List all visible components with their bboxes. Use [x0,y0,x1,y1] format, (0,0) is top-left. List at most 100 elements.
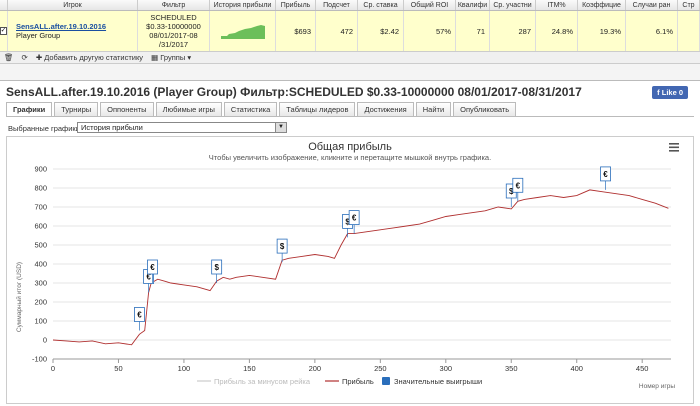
tab-divider [6,116,694,117]
legend-profit[interactable]: Прибыль [342,377,374,386]
legend-rake[interactable]: Прибыль за минусом рейка [214,377,311,386]
header-count[interactable]: Подсчет [316,0,358,10]
x-tick-label: 350 [505,364,518,373]
significant-win-symbol: € [516,181,521,190]
player-cell: SensALL.after.19.10.2016 Player Group [8,11,138,51]
x-tick-label: 150 [243,364,256,373]
x-tick-label: 250 [374,364,387,373]
significant-win-symbol: $ [345,217,350,226]
header-profit-history[interactable]: История прибыли [210,0,276,10]
filter-line: $0.33-10000000 [146,22,201,31]
chart-container[interactable]: Общая прибыль Чтобы увеличить изображени… [6,136,694,404]
header-profit[interactable]: Прибыль [276,0,316,10]
significant-win-marker[interactable]: $ [211,259,223,283]
significant-win-marker[interactable]: € [600,166,611,190]
significant-win-symbol: € [137,311,142,320]
header-cases[interactable]: Случаи ран [626,0,678,10]
refresh-icon[interactable]: ⟳ [21,53,28,62]
tab-leaderboards[interactable]: Таблицы лидеров [279,102,356,116]
tab-statistics[interactable]: Статистика [223,102,278,116]
x-tick-label: 400 [570,364,583,373]
header-avg-stake[interactable]: Ср. ставка [358,0,404,10]
x-tick-label: 50 [114,364,122,373]
y-tick-label: 100 [34,317,47,326]
significant-win-box [276,238,288,254]
y-tick-label: 200 [34,298,47,307]
tab-find[interactable]: Найти [415,102,452,116]
tab-publish[interactable]: Опубликовать [453,102,517,116]
header-itm[interactable]: ITM% [536,0,578,10]
like-label: Like 0 [661,88,683,97]
groups-label: Группы [160,53,186,62]
table-row[interactable]: ✓ SensALL.after.19.10.2016 Player Group … [0,11,700,52]
significant-win-box [211,259,223,275]
header-avg-entrants[interactable]: Ср. участни [490,0,536,10]
y-tick-label: 600 [34,222,47,231]
tab-graphs[interactable]: Графики [6,102,53,116]
row-checkbox-cell: ✓ [0,11,8,51]
facebook-like-button[interactable]: f Like 0 [652,86,688,99]
header-str[interactable]: Стр [678,0,700,10]
chevron-down-icon[interactable]: ▼ [275,123,286,132]
tab-tournaments[interactable]: Турниры [54,102,99,116]
y-tick-label: 800 [34,184,47,193]
significant-win-marker[interactable]: € [348,210,360,234]
delete-icon[interactable]: 🗑 [4,53,14,62]
player-name-link[interactable]: SensALL.after.19.10.2016 [16,22,107,31]
header-player[interactable]: Игрок [8,0,138,10]
x-tick-label: 200 [309,364,322,373]
x-tick-label: 300 [440,364,453,373]
significant-win-symbol: € [150,263,155,272]
y-tick-label: -100 [32,355,47,364]
tab-favorite-games[interactable]: Любимые игры [155,102,222,116]
row-checkbox[interactable]: ✓ [0,27,7,35]
x-tick-label: 0 [51,364,55,373]
tab-achievements[interactable]: Достижения [357,102,414,116]
y-tick-label: 900 [34,165,47,174]
significant-win-marker[interactable]: € [512,177,524,202]
tab-opponents[interactable]: Оппоненты [100,102,154,116]
significant-win-marker[interactable]: € [147,259,158,283]
significant-win-symbol: $ [509,187,514,196]
separator-band [0,64,700,80]
profit-series-line[interactable] [52,189,669,346]
profit-chart[interactable]: Общая прибыль Чтобы увеличить изображени… [7,137,693,403]
significant-win-symbol: € [352,214,357,223]
header-roi[interactable]: Общий ROI [404,0,456,10]
player-group-label: Player Group [16,31,61,40]
legend-wins[interactable]: Значительные выигрыши [394,377,482,386]
profit-value: $693 [276,11,316,51]
significant-win-symbol: € [146,273,151,282]
significant-win-marker[interactable]: $ [276,238,288,263]
filter-line: SCHEDULED [150,13,197,22]
significant-win-box [134,307,145,322]
itm-value: 24.8% [536,11,578,51]
player-panel: SensALL.after.19.10.2016 (Player Group) … [0,80,700,406]
legend-wins-swatch [382,377,390,385]
chart-subtitle: Чтобы увеличить изображение, кликните и … [209,153,491,162]
significant-win-marker[interactable]: € [134,307,145,331]
significant-win-box [147,259,158,275]
significant-win-symbol: $ [280,242,285,251]
cases-value: 6.1% [626,11,678,51]
avg-entrants-value: 287 [490,11,536,51]
header-coef[interactable]: Коэффицие [578,0,626,10]
y-axis-label: Суммарный итог (USD) [15,262,23,332]
add-stats-button[interactable]: ✚ Добавить другую статистику [35,53,144,62]
header-checkbox-col [0,0,8,10]
header-filter[interactable]: Фильтр [138,0,210,10]
add-stats-label: Добавить другую статистику [44,53,144,62]
avg-stake-value: $2.42 [358,11,404,51]
facebook-icon: f [657,88,660,97]
filter-line: 08/01/2017-08 [149,31,198,40]
header-qual[interactable]: Квалифи [456,0,490,10]
tab-bar: Графики Турниры Оппоненты Любимые игры С… [6,102,517,116]
chart-title: Общая прибыль [308,141,392,153]
menu-icon[interactable] [669,143,679,152]
grid-header: Игрок Фильтр История прибыли Прибыль Под… [0,0,700,11]
filter-line: /31/2017 [158,40,189,49]
groups-dropdown[interactable]: ▦ Группы ▾ [151,53,192,62]
roi-value: 57% [404,11,456,51]
profit-sparkline[interactable] [220,23,265,39]
graph-select[interactable]: История прибыли ▼ [77,122,287,133]
